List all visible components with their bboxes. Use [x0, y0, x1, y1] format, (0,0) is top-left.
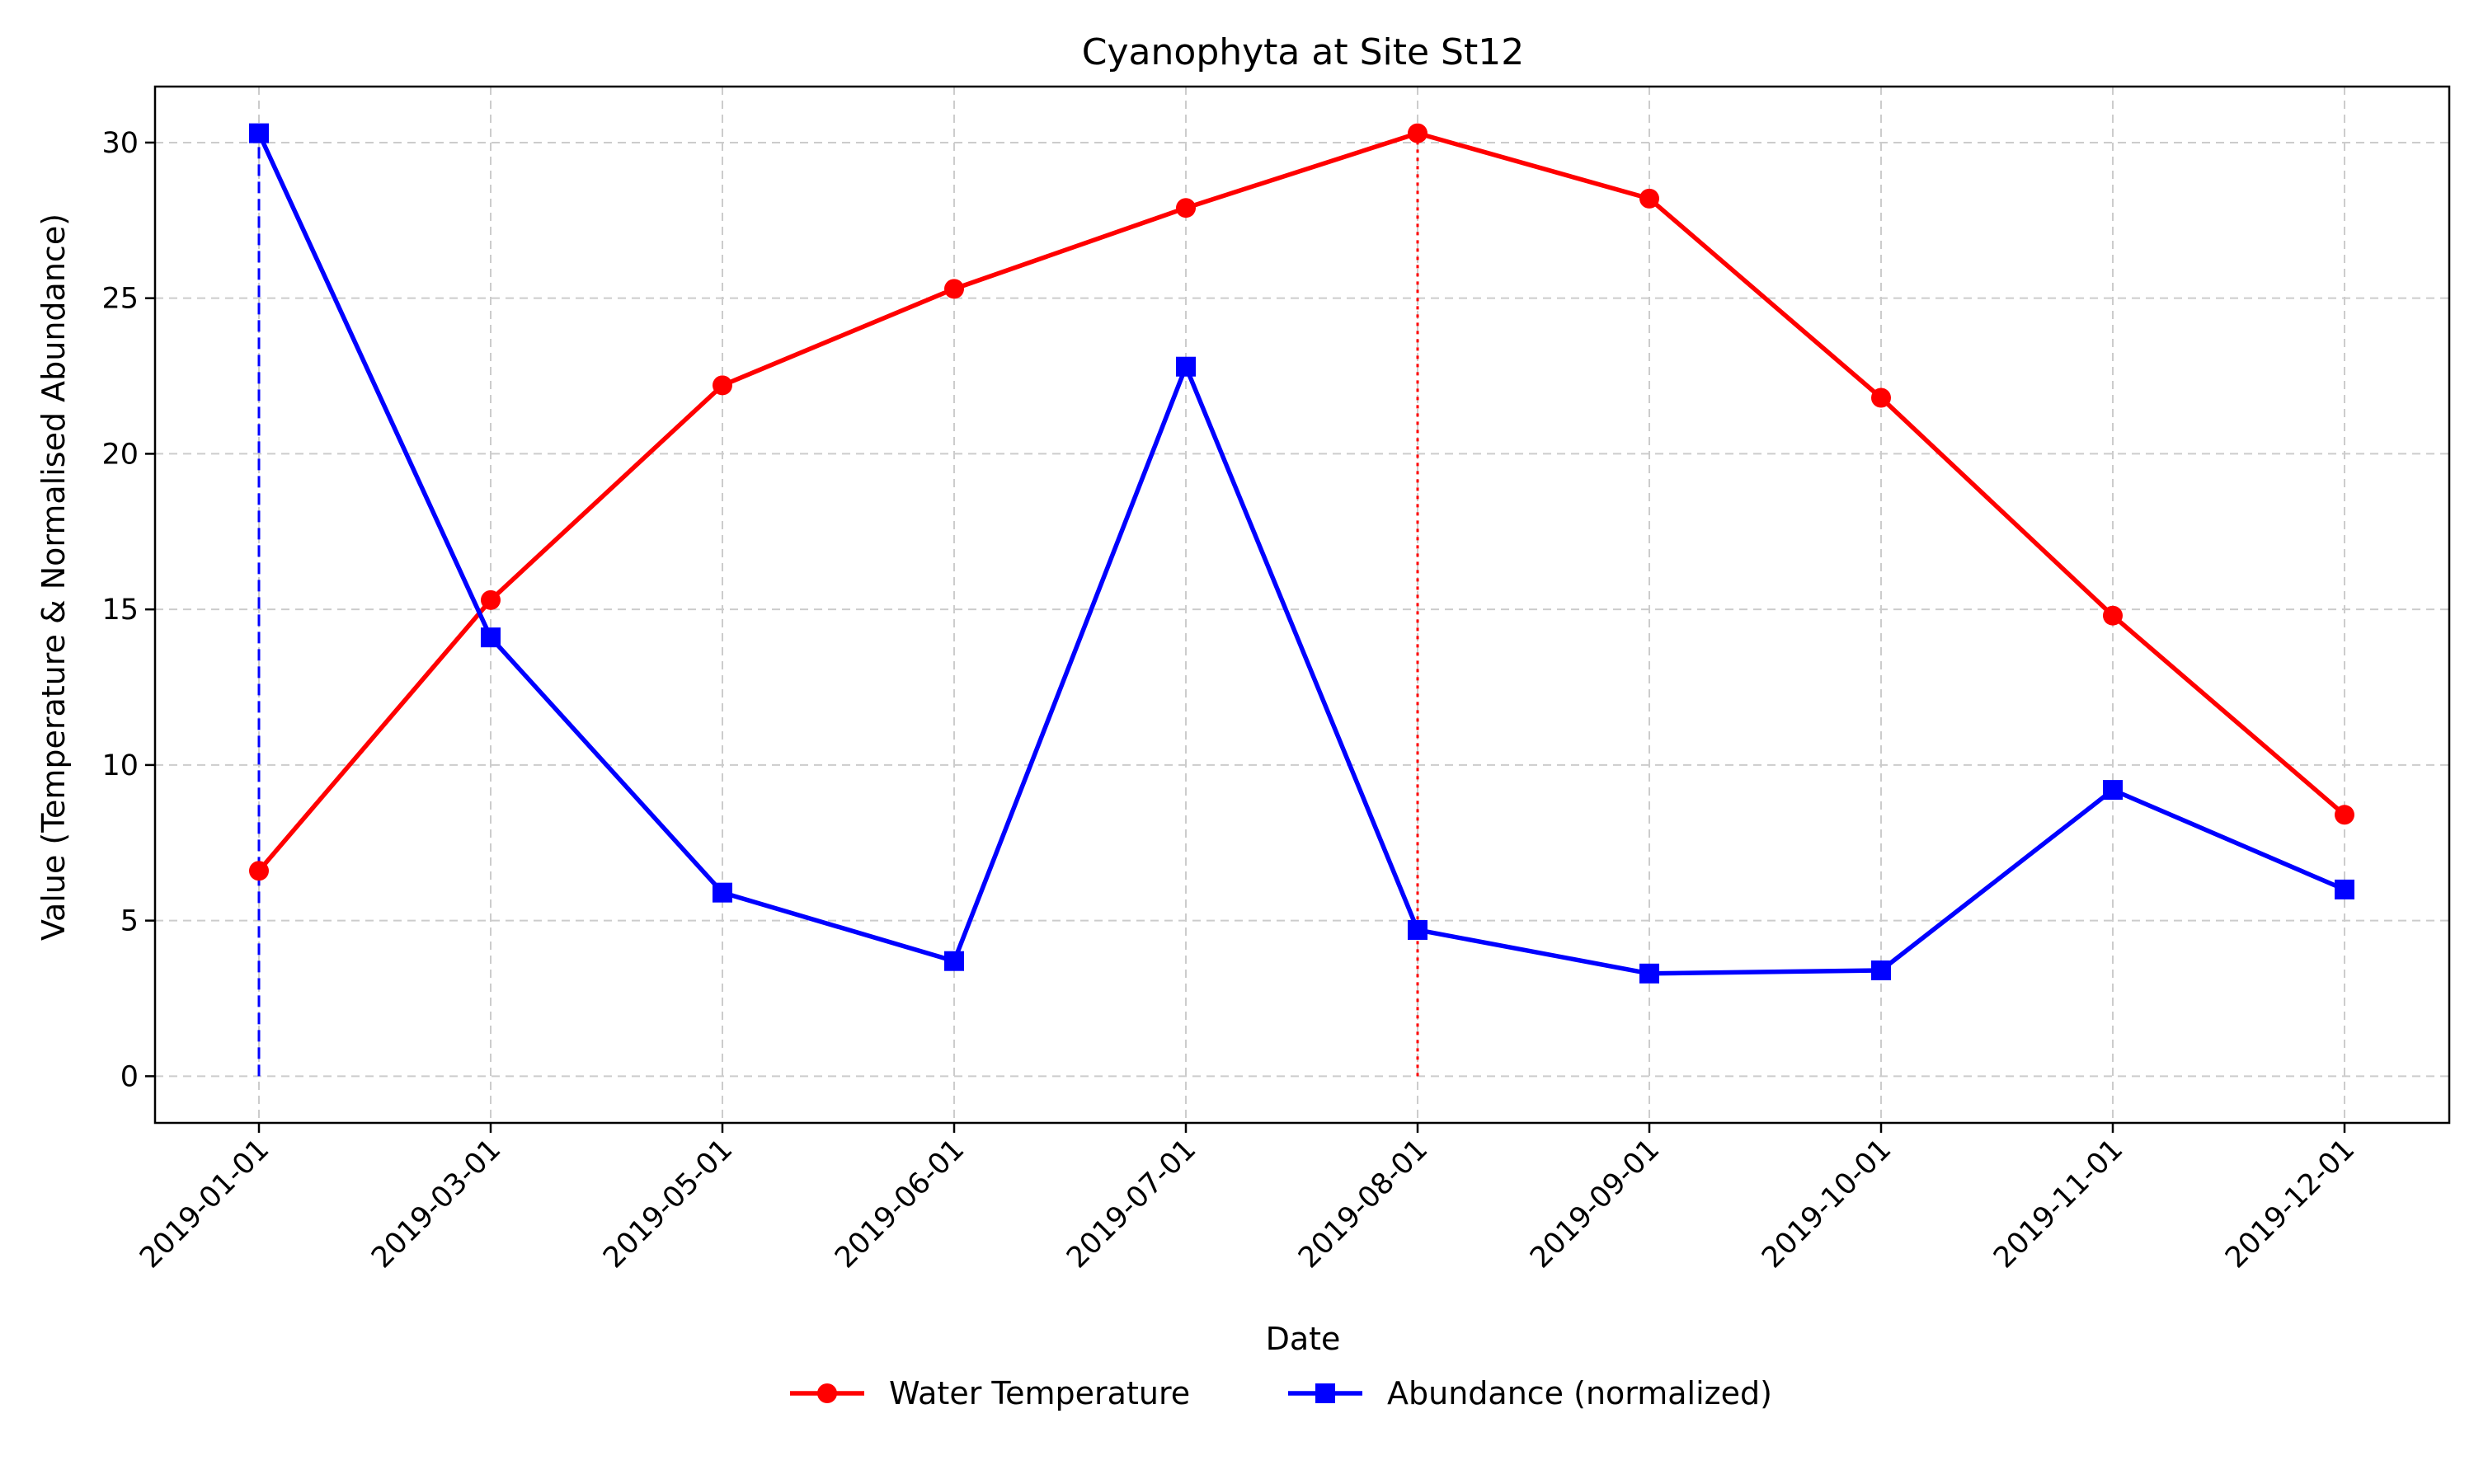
x-tick-label: 2019-08-01 — [1292, 1133, 1434, 1275]
series-layer — [249, 123, 2354, 984]
legend-label: Abundance (normalized) — [1387, 1375, 1772, 1411]
y-axis-label: Value (Temperature & Normalised Abundanc… — [35, 214, 72, 941]
y-tick-label: 20 — [101, 438, 139, 471]
data-point — [481, 589, 501, 610]
data-point — [2335, 805, 2354, 825]
legend-marker — [1315, 1383, 1335, 1403]
x-tick-label: 2019-10-01 — [1756, 1133, 1898, 1275]
x-axis: 2019-01-01 2019-03-01 2019-05-01 2019-06-01… — [134, 1123, 2361, 1275]
series-line — [256, 132, 2346, 976]
x-tick-label: 2019-11-01 — [1987, 1133, 2129, 1275]
x-tick-label: 2019-03-01 — [365, 1133, 507, 1275]
y-axis: 0 5 10 15 20 25 30 — [101, 127, 155, 1093]
x-tick-label: 2019-05-01 — [597, 1133, 739, 1275]
x-tick-label: 2019-01-01 — [134, 1133, 275, 1275]
data-point — [1871, 960, 1891, 981]
data-point — [944, 279, 964, 299]
data-point — [249, 123, 269, 143]
y-tick-label: 30 — [101, 127, 139, 160]
legend: Water Temperature Abundance (normalized) — [790, 1375, 1772, 1411]
y-tick-label: 10 — [101, 749, 139, 782]
data-point — [2103, 605, 2123, 626]
x-tick-label: 2019-12-01 — [2219, 1133, 2361, 1275]
data-point — [249, 861, 269, 881]
data-point — [2103, 780, 2123, 801]
data-point — [1408, 123, 1427, 143]
data-point — [1639, 188, 1659, 209]
plot-area — [153, 85, 2451, 1125]
x-tick-label: 2019-06-01 — [829, 1133, 971, 1275]
legend-item: Water Temperature — [790, 1375, 1190, 1411]
y-tick-label: 5 — [120, 905, 139, 938]
grid — [155, 87, 2449, 1123]
legend-label: Water Temperature — [889, 1375, 1190, 1411]
data-point — [2335, 879, 2354, 899]
chart-title: Cyanophyta at Site St12 — [1082, 31, 1524, 73]
data-point — [944, 951, 964, 971]
data-point — [1871, 387, 1891, 408]
x-axis-label: Date — [1266, 1321, 1341, 1357]
data-point — [713, 375, 732, 396]
data-point — [1176, 356, 1196, 377]
legend-item: Abundance (normalized) — [1288, 1375, 1772, 1411]
data-point — [1176, 198, 1196, 218]
y-tick-label: 15 — [101, 594, 139, 627]
data-point — [1408, 919, 1427, 940]
data-point — [1639, 963, 1659, 984]
series — [249, 123, 2354, 984]
data-point — [481, 627, 501, 648]
x-tick-label: 2019-09-01 — [1524, 1133, 1666, 1275]
reference-lines — [257, 133, 1419, 1077]
legend-marker — [817, 1383, 837, 1403]
y-tick-label: 25 — [101, 283, 139, 316]
series-line — [256, 130, 2346, 873]
series — [249, 123, 2354, 881]
y-tick-label: 0 — [120, 1060, 139, 1093]
x-tick-label: 2019-07-01 — [1061, 1133, 1202, 1275]
data-point — [713, 882, 732, 903]
